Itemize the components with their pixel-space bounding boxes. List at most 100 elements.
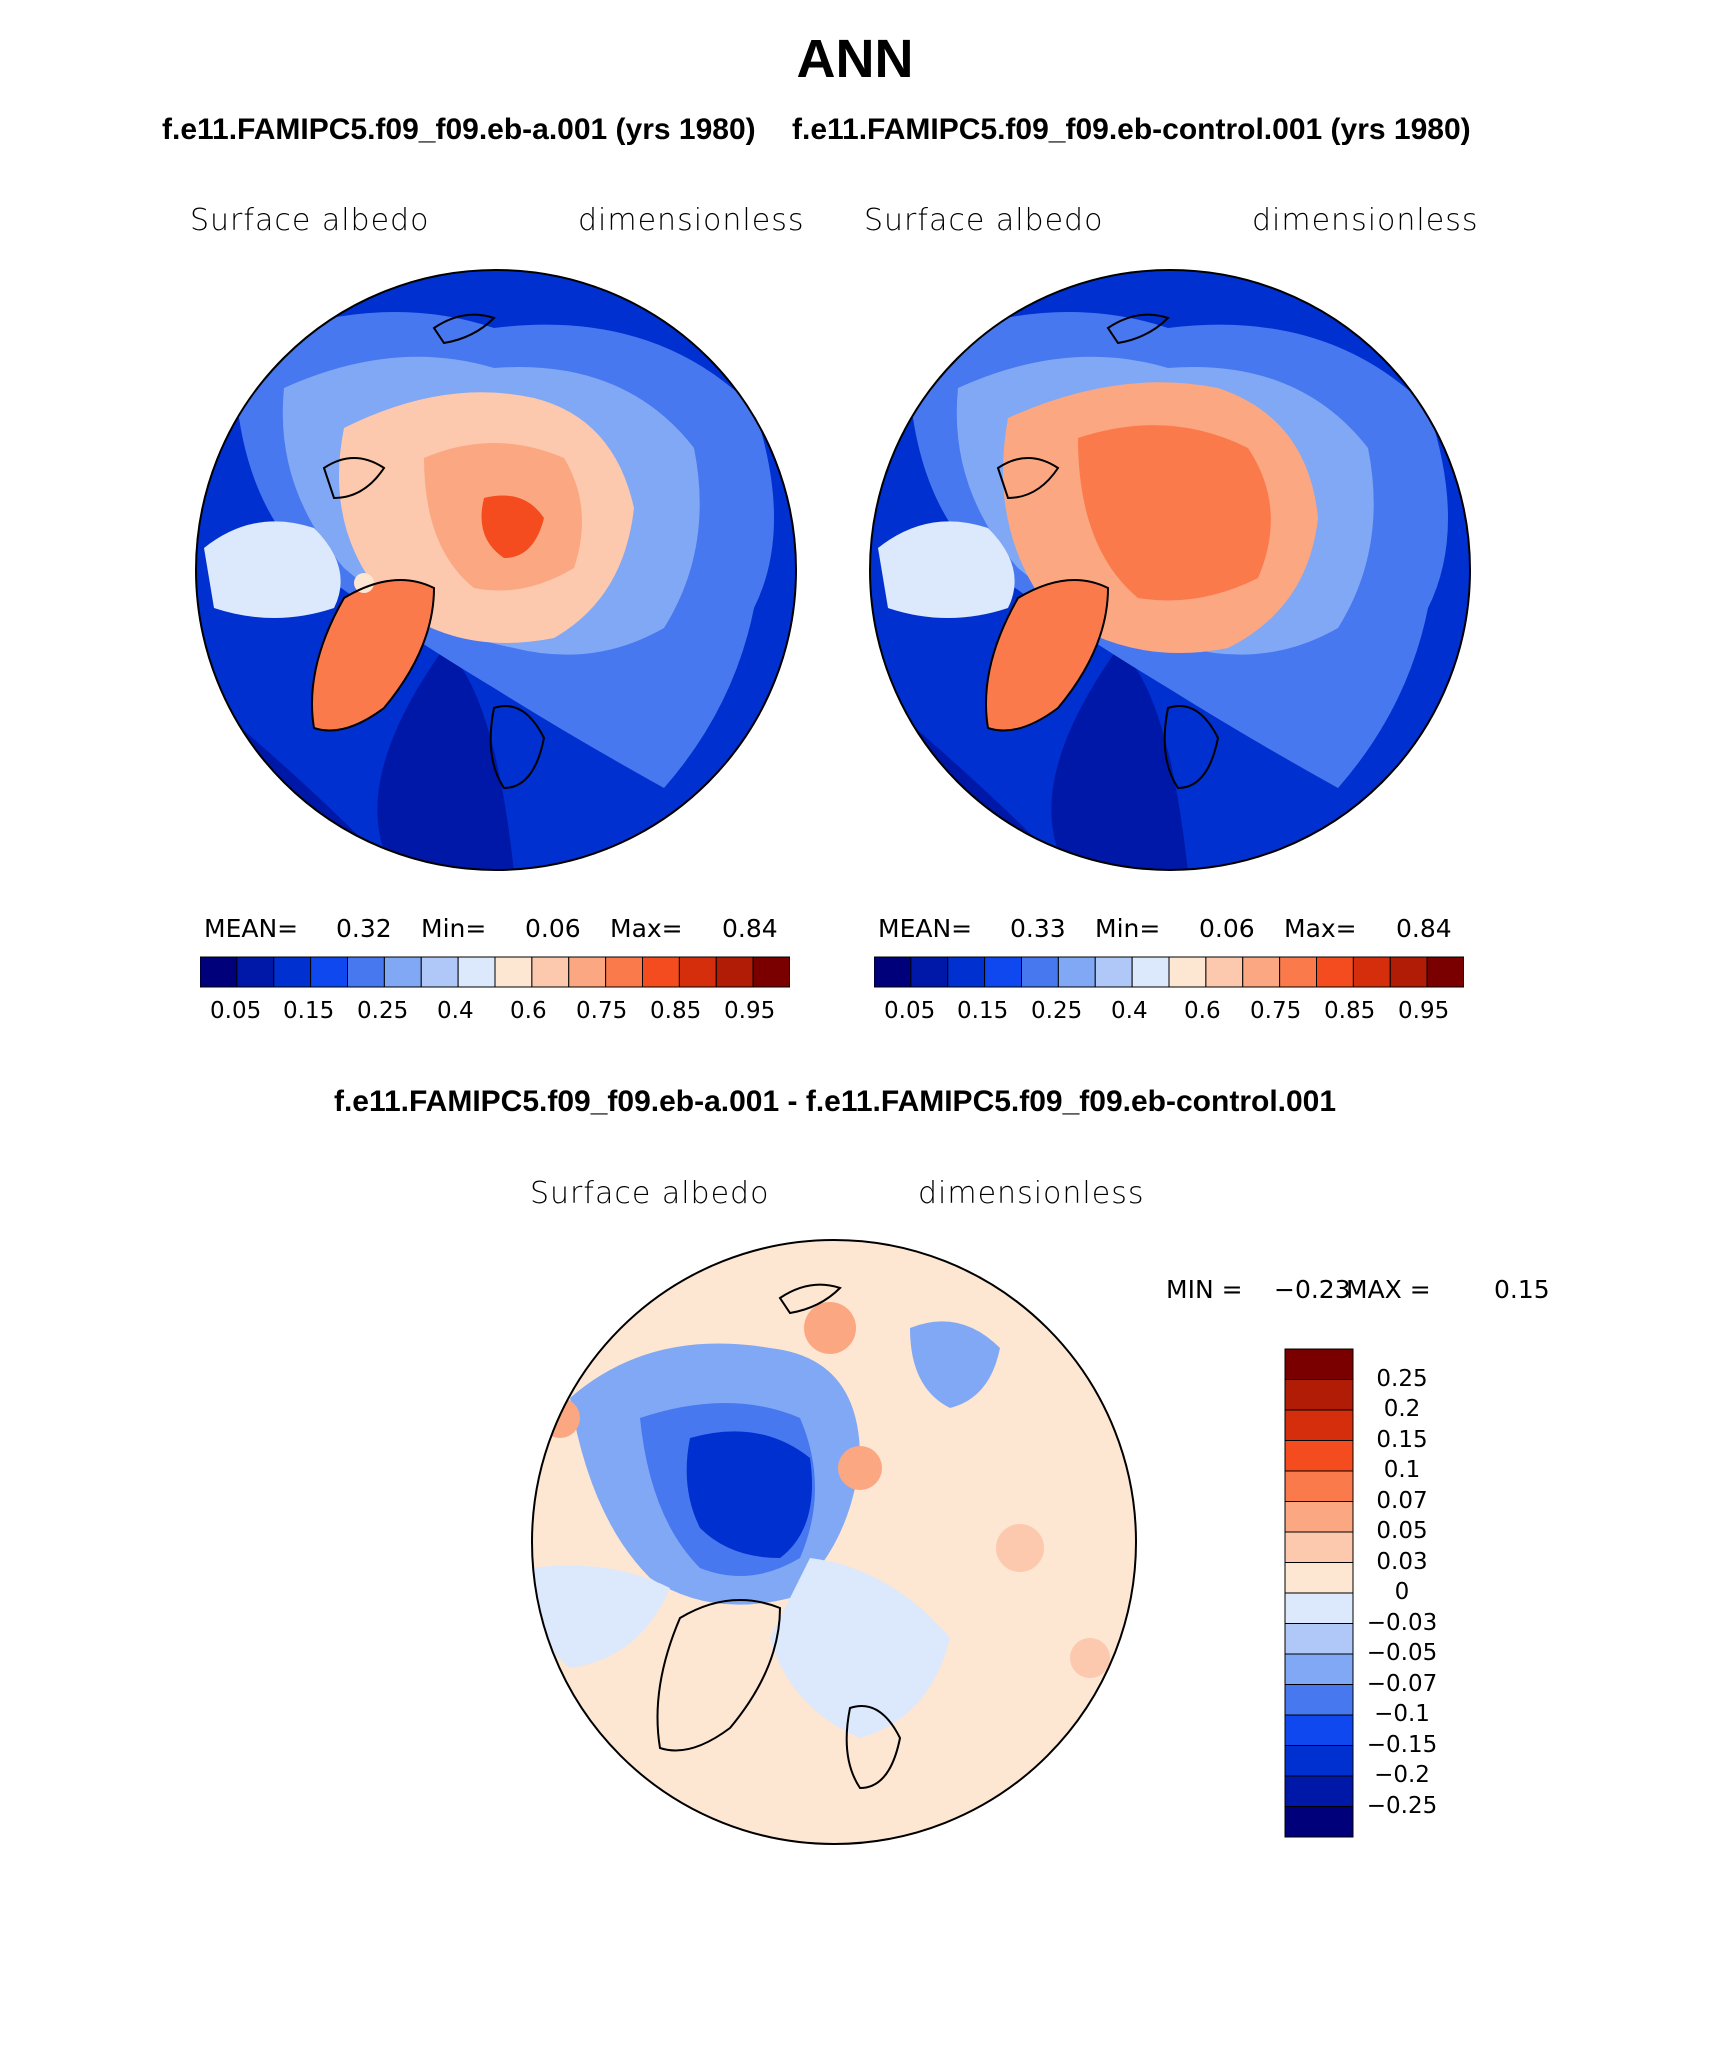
panel1-max-value: 0.84 [722,914,778,943]
diff-units-label: dimensionless [918,1176,1145,1211]
panel1-colorbar-tick: 0.6 [510,998,547,1024]
diff-colorbar-swatch [1284,1623,1354,1655]
panel1-min-label: Min= [421,914,487,943]
diff-min-label: MIN = [1166,1275,1243,1304]
colorbar-swatch [310,956,349,988]
panel1-greenland [312,580,434,731]
colorbar-swatch [752,956,790,988]
panel2-coastline-a [1106,313,1170,345]
panel2-north-atlantic [1051,648,1188,870]
panel1-colorbar [200,956,790,988]
colorbar-swatch [200,956,238,988]
panel1-mean-label: MEAN= [204,914,299,943]
panel2-colorbar-tick: 0.05 [884,998,936,1024]
colorbar-swatch [457,956,496,988]
diff-positive-patch [1070,1638,1110,1678]
panel1-min-value: 0.06 [525,914,581,943]
panel1-colorbar-tick: 0.15 [283,998,335,1024]
colorbar-swatch [1057,956,1096,988]
diff-colorbar-tick: −0.07 [1366,1670,1438,1697]
panel1-colorbar-tick: 0.95 [724,998,776,1024]
panel1-case-title: f.e11.FAMIPC5.f09_f09.eb-a.001 (yrs 1980… [162,113,756,146]
diff-alaska [532,1565,670,1668]
diff-map [531,1239,1137,1845]
colorbar-swatch [1242,956,1281,988]
panel2-colorbar-tick: 0.95 [1398,998,1450,1024]
diff-positive-patch [540,1398,580,1438]
diff-colorbar-swatch [1284,1379,1354,1411]
diff-colorbar-swatch [1284,1470,1354,1502]
diff-variable-label: Surface albedo [530,1176,770,1211]
panel2-colorbar-tick: 0.85 [1324,998,1376,1024]
diff-colorbar-tick: 0.15 [1376,1426,1428,1453]
diff-colorbar-tick: 0.1 [1383,1457,1421,1483]
diff-colorbar-tick: −0.05 [1366,1640,1438,1666]
panel2-min-value: 0.06 [1199,914,1255,943]
colorbar-swatch [494,956,533,988]
panel1-mean-value: 0.32 [336,914,392,943]
panel2-colorbar [874,956,1464,988]
colorbar-swatch [420,956,459,988]
panel1-map [195,269,797,871]
colorbar-swatch [1205,956,1244,988]
diff-colorbar-tick: 0.05 [1376,1518,1428,1544]
diff-min-value: −0.23 [1274,1275,1351,1304]
panel1-coastline-scandinavia [489,705,546,790]
colorbar-swatch [947,956,986,988]
diff-coastline-a [778,1283,842,1315]
diff-colorbar-swatch [1284,1653,1354,1685]
colorbar-swatch [347,956,385,988]
diff-positive-patch [804,1302,856,1354]
panel2-min-label: Min= [1095,914,1161,943]
diff-max-label: MAX = [1346,1275,1431,1304]
panel1-colorbar-tick: 0.85 [650,998,702,1024]
diff-colorbar-swatch [1284,1806,1354,1838]
diff-colorbar-tick: −0.03 [1366,1609,1438,1636]
colorbar-swatch [1131,956,1170,988]
panel1-colorbar-tick: 0.75 [576,998,628,1024]
colorbar-swatch [1168,956,1207,988]
panel2-map-border [869,269,1471,871]
colorbar-swatch [678,956,717,988]
panel2-max-value: 0.84 [1396,914,1452,943]
panel1-units-label: dimensionless [578,203,805,238]
colorbar-swatch [1426,956,1464,988]
panel1-colorbar-tick: 0.4 [437,998,474,1024]
colorbar-swatch [273,956,312,988]
panel1-coastline-a [432,313,496,345]
diff-negative-siberia [910,1321,1000,1408]
diff-colorbar-swatch [1284,1592,1354,1624]
diff-colorbar-swatch [1284,1684,1354,1716]
panel2-coastline-b [996,457,1060,500]
colorbar-swatch [715,956,754,988]
colorbar-swatch [984,956,1023,988]
panel2-colorbar-tick: 0.6 [1184,998,1221,1024]
colorbar-swatch [1389,956,1428,988]
panel1-coastline-greenland [311,579,436,732]
diff-colorbar-tick: −0.25 [1366,1792,1438,1819]
diff-coastline-scandinavia [845,1705,902,1790]
colorbar-swatch [605,956,644,988]
diff-colorbar-swatch [1284,1501,1354,1533]
panel2-mean-value: 0.33 [1010,914,1066,943]
diff-colorbar-tick: 0 [1394,1579,1410,1605]
panel2-units-label: dimensionless [1252,203,1479,238]
colorbar-swatch [1316,956,1354,988]
panel2-colorbar-tick: 0.75 [1250,998,1302,1024]
colorbar-swatch [1021,956,1059,988]
diff-colorbar-swatch [1284,1531,1354,1563]
panel2-coastline-scandinavia [1163,705,1220,790]
diff-colorbar-swatch [1284,1562,1354,1594]
panel2-max-label: Max= [1284,914,1357,943]
panel1-variable-label: Surface albedo [190,203,430,238]
panel1-colorbar-tick: 0.05 [210,998,262,1024]
diff-colorbar-tick: 0.03 [1376,1548,1428,1575]
diff-colorbar-tick: 0.07 [1376,1487,1428,1514]
panel2-coastline-greenland [985,579,1110,732]
diff-colorbar-tick: −0.2 [1374,1762,1430,1788]
panel1-arctic-max [481,495,544,558]
diff-coastline-greenland [656,1599,782,1752]
diff-colorbar-swatch [1284,1714,1354,1746]
colorbar-swatch [910,956,949,988]
colorbar-swatch [236,956,275,988]
